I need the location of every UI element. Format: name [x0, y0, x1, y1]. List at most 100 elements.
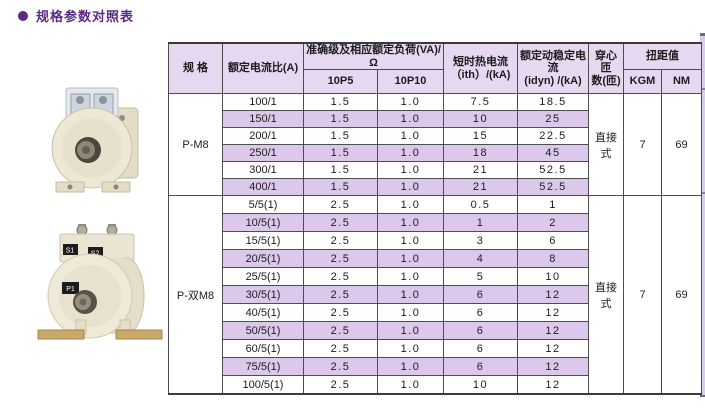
cell-ratio: 60/5(1) [222, 339, 304, 359]
header-ith-line2: （ith）/(kA) [450, 68, 511, 81]
p-m8-product-photo [51, 87, 139, 193]
core-type-cell: 直接式 [588, 195, 625, 395]
header-nm: NM [661, 69, 703, 95]
cell-p5: 1.5 [303, 178, 378, 197]
cell-ratio: 100/5(1) [222, 375, 304, 395]
body-label-p1: P1 [66, 286, 75, 293]
table-row: 400/1 1.5 1.0 21 52.5 [169, 178, 702, 197]
cell-p10: 1.0 [376, 267, 445, 287]
cell-ratio: 150/1 [222, 110, 304, 129]
nm-cell: 69 [661, 93, 703, 197]
table-row: 10/5(1) 2.5 1.0 1 2 [169, 213, 702, 233]
cell-p5: 1.5 [303, 161, 378, 180]
cell-ratio: 100/1 [222, 93, 304, 112]
model-cell: P-双M8 [168, 195, 223, 395]
cell-ith: 18 [443, 144, 519, 163]
cell-ratio: 5/5(1) [222, 195, 304, 215]
cell-ratio: 50/5(1) [222, 321, 304, 341]
cell-ith: 6 [443, 303, 519, 323]
cell-ratio: 40/5(1) [222, 303, 304, 323]
header-core-line1: 穿心匝 [595, 49, 618, 75]
header-accuracy: 准确级及相应额定负荷(VA)/Ω [302, 42, 445, 71]
cell-ith: 4 [443, 249, 519, 269]
table-row: 60/5(1) 2.5 1.0 6 12 [169, 339, 702, 359]
cell-p5: 1.5 [303, 127, 378, 146]
header-core-turns: 穿心匝 数(匝) [588, 42, 625, 95]
cell-p10: 1.0 [376, 127, 445, 146]
cell-ith: 3 [443, 231, 519, 251]
cell-p5: 2.5 [303, 195, 378, 215]
cell-ith: 10 [443, 110, 519, 129]
cell-ith: 1 [443, 213, 519, 233]
cell-idyn: 12 [517, 285, 590, 305]
cell-p10: 1.0 [376, 339, 445, 359]
cell-idyn: 52.5 [517, 178, 590, 197]
cell-ith: 0.5 [443, 195, 519, 215]
table-header: 规 格 额定电流比(A) 准确级及相应额定负荷(VA)/Ω 短时热电流 （ith… [168, 42, 703, 95]
table-row: 20/5(1) 2.5 1.0 4 8 [169, 249, 702, 269]
cell-p10: 1.0 [376, 161, 445, 180]
page-edge-strip [700, 33, 705, 397]
cell-ith: 6 [443, 339, 519, 359]
group-p-m8: P-M8 100/1 1.5 1.0 7.5 18.5 直接式 7 69 150… [168, 93, 703, 197]
header-ith: 短时热电流 （ith）/(kA) [443, 42, 519, 95]
page-title: 规格参数对照表 [36, 9, 135, 24]
cell-ith: 6 [443, 357, 519, 377]
cell-p10: 1.0 [376, 303, 445, 323]
table-row: P-双M8 5/5(1) 2.5 1.0 0.5 1 直接式 7 69 [168, 195, 703, 395]
header-10p5: 10P5 [303, 69, 378, 95]
cell-ith: 5 [443, 267, 519, 287]
cell-ratio: 20/5(1) [222, 249, 304, 269]
cell-idyn: 6 [517, 231, 590, 251]
page-title-row: 规格参数对照表 [18, 6, 134, 25]
mounting-feet [55, 181, 131, 193]
cell-p10: 1.0 [376, 321, 445, 341]
group-p-double-m8: P-双M8 5/5(1) 2.5 1.0 0.5 1 直接式 7 69 10/5… [168, 195, 703, 395]
cell-ratio: 300/1 [222, 161, 304, 180]
cell-idyn: 52.5 [517, 161, 590, 180]
table-row: 50/5(1) 2.5 1.0 6 12 [169, 321, 702, 341]
cell-p10: 1.0 [376, 178, 445, 197]
table-row: 300/1 1.5 1.0 21 52.5 [169, 161, 702, 180]
kgm-cell: 7 [623, 195, 663, 395]
bullet-icon [18, 10, 28, 21]
cell-ratio: 250/1 [222, 144, 304, 163]
cell-p10: 1.0 [376, 285, 445, 305]
cell-idyn: 12 [517, 321, 590, 341]
cell-idyn: 1 [517, 195, 590, 215]
cell-idyn: 22.5 [517, 127, 590, 146]
cell-p5: 2.5 [303, 375, 378, 395]
mounting-feet [37, 319, 163, 340]
table-row: P-M8 100/1 1.5 1.0 7.5 18.5 直接式 7 69 [168, 93, 703, 197]
cell-idyn: 12 [517, 339, 590, 359]
cell-idyn: 2 [517, 213, 590, 233]
cell-p10: 1.0 [376, 195, 445, 215]
cell-p10: 1.0 [376, 375, 445, 395]
cell-p5: 2.5 [303, 213, 378, 233]
spec-table: 规 格 额定电流比(A) 准确级及相应额定负荷(VA)/Ω 短时热电流 （ith… [168, 42, 703, 395]
header-ratio: 额定电流比(A) [222, 42, 304, 95]
cell-idyn: 8 [517, 249, 590, 269]
header-core-line2: 数(匝) [591, 74, 621, 87]
cell-idyn: 45 [517, 144, 590, 163]
cell-p5: 2.5 [303, 285, 378, 305]
cell-p5: 2.5 [303, 303, 378, 323]
cell-p10: 1.0 [376, 213, 445, 233]
kgm-cell: 7 [623, 93, 663, 197]
cell-ratio: 75/5(1) [222, 357, 304, 377]
cell-p5: 2.5 [303, 231, 378, 251]
cell-ith: 15 [443, 127, 519, 146]
header-10p10: 10P10 [376, 69, 445, 95]
cell-ith: 6 [443, 321, 519, 341]
cell-ratio: 15/5(1) [222, 231, 304, 251]
terminal-label-s1: S1 [66, 248, 75, 255]
header-torque: 扭距值 [623, 42, 703, 71]
cell-p10: 1.0 [376, 144, 445, 163]
cell-ith: 21 [443, 178, 519, 197]
table-row: 100/5(1) 2.5 1.0 10 12 [169, 375, 702, 395]
cell-p5: 2.5 [303, 267, 378, 287]
cell-p10: 1.0 [376, 110, 445, 129]
terminal-screws [76, 224, 118, 236]
edge-tick [700, 88, 705, 90]
